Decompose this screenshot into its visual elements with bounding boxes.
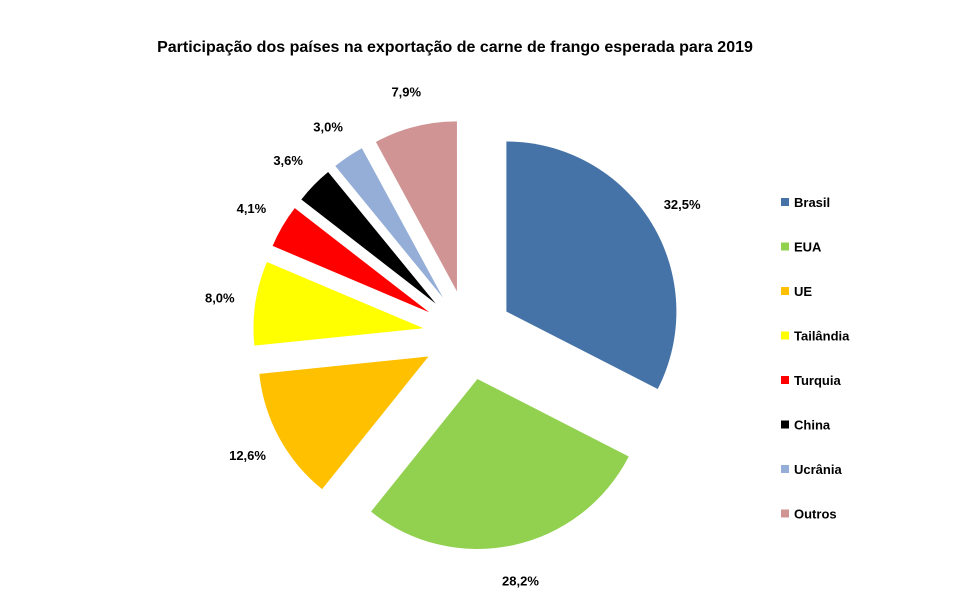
legend-swatch-tailandia (781, 331, 789, 340)
data-label-ue: 12,6% (229, 448, 266, 463)
legend-label-ue: UE (794, 284, 812, 299)
legend: Brasil EUA UE Tailândia Turquia China Ucrânia O… (781, 195, 850, 522)
pie-slice-china (301, 172, 436, 304)
legend-label-turquia: Turquia (794, 373, 841, 388)
data-label-outros: 7,9% (391, 85, 421, 100)
pie-slice-turquia (272, 208, 430, 313)
pie-slice-eua (371, 379, 629, 550)
pie-slices (253, 121, 677, 550)
legend-label-ucrania: Ucrânia (794, 462, 842, 477)
pie-slice-brasil (506, 141, 677, 390)
legend-swatch-ucrania (781, 465, 789, 473)
pie-slice-ucrania (335, 148, 443, 298)
data-labels: 32,5% 28,2% 12,6% 8,0% 4,1% 3,6% 3,0% 7,9% (205, 85, 701, 589)
data-label-ucrania: 3,0% (313, 120, 343, 135)
legend-swatch-china (781, 420, 789, 429)
legend-swatch-outros (781, 509, 789, 518)
pie-slice-outros (375, 121, 457, 292)
data-label-eua: 28,2% (502, 573, 539, 588)
legend-label-outros: Outros (794, 507, 837, 522)
legend-swatch-turquia (781, 376, 789, 384)
pie-slice-tailandia (253, 261, 424, 346)
legend-label-tailandia: Tailândia (794, 329, 850, 344)
data-label-brasil: 32,5% (664, 197, 701, 212)
data-label-tailandia: 8,0% (205, 291, 235, 306)
data-label-china: 3,6% (273, 153, 303, 168)
pie-slice-ue (259, 356, 429, 490)
legend-swatch-ue (781, 287, 789, 295)
legend-label-eua: EUA (794, 240, 822, 255)
legend-swatch-brasil (781, 198, 789, 206)
chart-title: Participação dos países na exportação de… (157, 39, 753, 56)
legend-label-china: China (794, 418, 831, 433)
data-label-turquia: 4,1% (237, 201, 267, 216)
legend-label-brasil: Brasil (794, 195, 830, 210)
legend-swatch-eua (781, 242, 789, 251)
